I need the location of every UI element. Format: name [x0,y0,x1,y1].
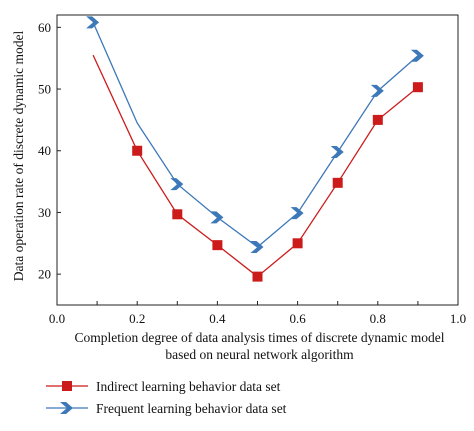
axis-tick-labels: 0.0 0.2 0.4 0.6 0.8 1.0 20 30 40 50 60 [38,20,466,326]
legend-entry-indirect: Indirect learning behavior data set [46,379,281,394]
x-axis-label-line-1: Completion degree of data analysis times… [74,330,444,345]
legend-label-frequent: Frequent learning behavior data set [96,401,287,416]
legend-marker-square [62,381,72,391]
plot-area [56,14,459,306]
y-axis-label: Data operation rate of discrete dynamic … [11,31,26,282]
axis-ticks [56,26,459,305]
data-point-square [412,82,423,93]
data-point-square [172,209,183,220]
series-layer [86,16,424,282]
data-point-chevron [410,49,424,62]
x-tick-label: 0.4 [209,311,226,326]
data-point-chevron [290,207,304,220]
y-tick-label: 40 [38,143,51,158]
data-point-chevron [210,211,224,224]
y-tick-label: 50 [38,82,51,97]
data-point-chevron [330,145,344,158]
legend-marker-chevron [60,402,73,414]
legend-label-indirect: Indirect learning behavior data set [96,379,281,394]
data-point-chevron [370,84,384,97]
data-point-square [212,240,223,251]
series-frequent [86,16,424,253]
data-point-chevron [250,241,264,253]
legend-entry-frequent: Frequent learning behavior data set [46,401,287,416]
y-tick-label: 30 [38,205,51,220]
plot-frame [56,14,459,306]
data-point-square [332,177,343,188]
x-tick-label: 1.0 [450,311,466,326]
x-tick-label: 0.2 [129,311,145,326]
x-axis-label-line-2: based on neural network algorithm [165,347,354,362]
data-point-square [372,114,383,125]
data-point-square [292,238,303,249]
x-tick-label: 0.0 [49,311,65,326]
x-tick-label: 0.8 [370,311,386,326]
data-point-chevron [170,178,184,191]
data-point-square [132,145,143,156]
series-line-frequent [92,22,419,248]
legend: Indirect learning behavior data set Freq… [46,379,287,416]
series-indirect [92,54,423,282]
y-tick-label: 20 [38,267,51,282]
data-point-chevron [86,16,100,29]
data-point-square [252,271,263,282]
x-tick-label: 0.6 [289,311,306,326]
y-tick-label: 60 [38,20,51,35]
